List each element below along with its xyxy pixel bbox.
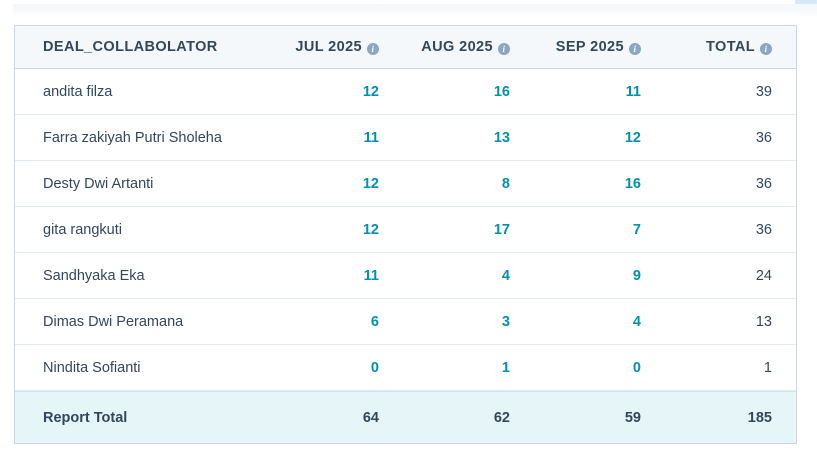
aug-value-link[interactable]: 8: [501, 175, 510, 192]
collaborator-name: gita rangkuti: [43, 221, 122, 238]
aug-value-link[interactable]: 1: [501, 359, 510, 376]
collaborator-name: Desty Dwi Artanti: [43, 175, 154, 192]
jul-value-link[interactable]: 12: [362, 221, 379, 238]
column-header-label: DEAL_COLLABOLATOR: [43, 39, 218, 55]
collaborator-name: andita filza: [43, 83, 113, 100]
jul-value-link[interactable]: 12: [362, 83, 379, 100]
report-total-jul: 64: [362, 409, 379, 426]
sep-value-link[interactable]: 7: [632, 221, 641, 238]
row-total-value: 36: [755, 221, 772, 238]
sep-value-link[interactable]: 4: [632, 313, 641, 330]
table-row: andita filza 12 16 11 39: [15, 69, 796, 115]
aug-value-link[interactable]: 13: [493, 129, 510, 146]
report-total-total: 185: [747, 409, 772, 426]
sep-value-link[interactable]: 9: [632, 267, 641, 284]
report-total-aug: 62: [493, 409, 510, 426]
aug-value-link[interactable]: 4: [501, 267, 510, 284]
table-row: Sandhyaka Eka 11 4 9 24: [15, 253, 796, 299]
jul-value-link[interactable]: 6: [370, 313, 379, 330]
jul-value-link[interactable]: 11: [363, 129, 379, 146]
collaborator-name: Dimas Dwi Peramana: [43, 313, 184, 330]
info-icon[interactable]: i: [760, 43, 772, 55]
report-total-sep: 59: [624, 409, 641, 426]
table-row: Nindita Sofianti 0 1 0 1: [15, 345, 796, 391]
table-row: gita rangkuti 12 17 7 36: [15, 207, 796, 253]
aug-value-link[interactable]: 16: [493, 83, 510, 100]
row-total-value: 36: [755, 175, 772, 192]
cropped-toolbar-edge: [13, 4, 817, 17]
jul-value-link[interactable]: 11: [363, 267, 379, 284]
row-total-value: 1: [763, 359, 772, 376]
collaborator-name: Farra zakiyah Putri Sholeha: [43, 129, 222, 146]
report-table: DEAL_COLLABOLATOR JUL 2025 i AUG 2025 i SE…: [14, 25, 797, 444]
jul-value-link[interactable]: 12: [362, 175, 379, 192]
collaborator-name: Nindita Sofianti: [43, 359, 141, 376]
sep-value-link[interactable]: 12: [624, 129, 641, 146]
aug-value-link[interactable]: 3: [501, 313, 510, 330]
sep-value-link[interactable]: 11: [625, 83, 641, 100]
column-header-sep-2025: SEP 2025 i: [534, 39, 665, 55]
info-icon[interactable]: i: [498, 43, 510, 55]
info-icon[interactable]: i: [367, 43, 379, 55]
cropped-corner-fragment: [795, 0, 817, 4]
column-header-deal-collabolator: DEAL_COLLABOLATOR: [15, 39, 272, 55]
aug-value-link[interactable]: 17: [493, 221, 510, 238]
column-header-label: AUG 2025: [421, 39, 493, 55]
column-header-jul-2025: JUL 2025 i: [272, 39, 403, 55]
column-header-label: SEP 2025: [555, 39, 624, 55]
report-total-row: Report Total 64 62 59 185: [15, 391, 796, 443]
jul-value-link[interactable]: 0: [370, 359, 379, 376]
row-total-value: 13: [755, 313, 772, 330]
sep-value-link[interactable]: 16: [624, 175, 641, 192]
column-header-aug-2025: AUG 2025 i: [403, 39, 534, 55]
table-header-row: DEAL_COLLABOLATOR JUL 2025 i AUG 2025 i SE…: [15, 26, 796, 69]
collaborator-name: Sandhyaka Eka: [43, 267, 145, 284]
report-total-label: Report Total: [43, 409, 128, 426]
info-icon[interactable]: i: [629, 43, 641, 55]
column-header-label: JUL 2025: [295, 39, 362, 55]
row-total-value: 24: [755, 267, 772, 284]
row-total-value: 39: [755, 83, 772, 100]
table-row: Dimas Dwi Peramana 6 3 4 13: [15, 299, 796, 345]
column-header-label: TOTAL: [706, 39, 755, 55]
table-row: Farra zakiyah Putri Sholeha 11 13 12 36: [15, 115, 796, 161]
column-header-total: TOTAL i: [665, 39, 796, 55]
row-total-value: 36: [755, 129, 772, 146]
sep-value-link[interactable]: 0: [632, 359, 641, 376]
table-row: Desty Dwi Artanti 12 8 16 36: [15, 161, 796, 207]
